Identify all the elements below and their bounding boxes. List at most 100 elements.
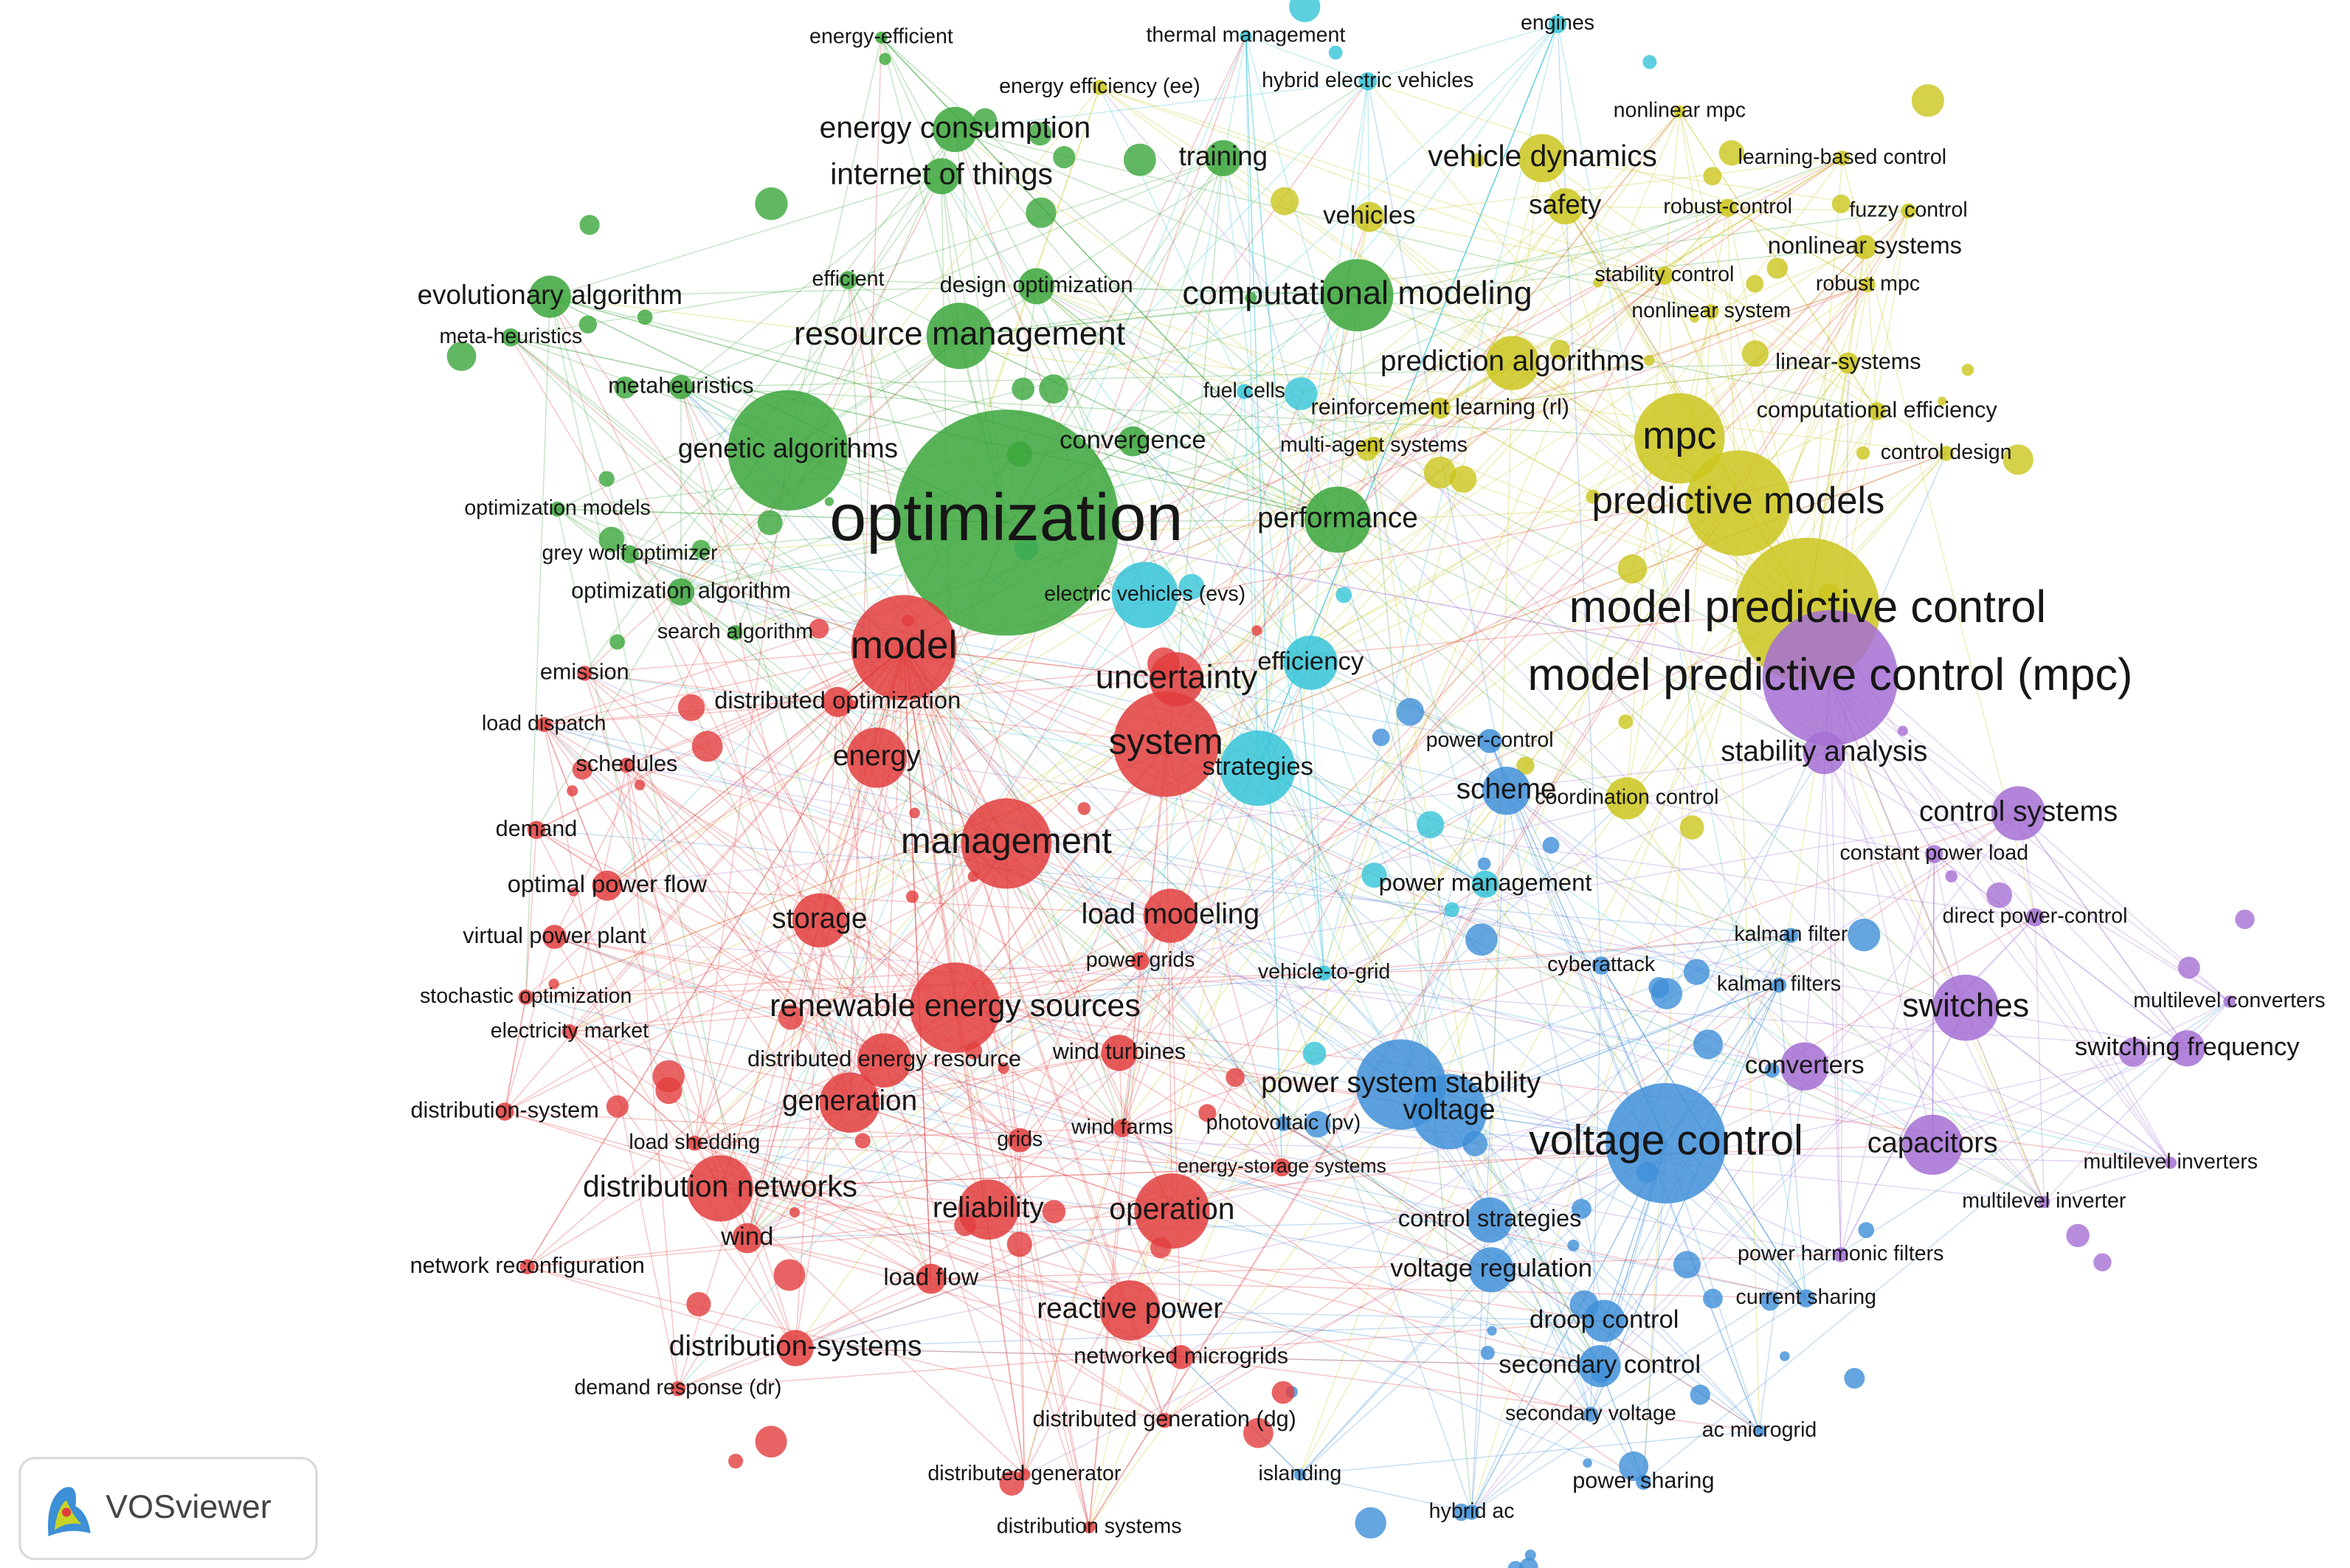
- minor-node: [686, 1291, 711, 1317]
- edge: [569, 843, 1007, 1032]
- edge: [1169, 915, 1283, 1168]
- edge: [510, 336, 1165, 1421]
- minor-node: [1690, 1384, 1710, 1405]
- node-label: operation: [1109, 1192, 1234, 1226]
- edge: [1471, 1414, 1592, 1513]
- edge: [848, 279, 1358, 296]
- edge: [877, 757, 2036, 918]
- edge: [1829, 677, 2188, 1049]
- edge: [1505, 790, 1605, 1322]
- edge: [1310, 284, 1868, 663]
- edge: [1164, 812, 2019, 1421]
- node-label: control strategies: [1398, 1204, 1582, 1232]
- node: [668, 375, 694, 399]
- node-label: power sharing: [1572, 1468, 1714, 1493]
- edge: [626, 764, 1020, 1141]
- node: [2038, 1195, 2050, 1209]
- edge: [680, 387, 1605, 1322]
- edge: [680, 176, 942, 388]
- edge: [626, 764, 679, 1389]
- edge: [606, 752, 1825, 886]
- edge: [543, 724, 1020, 1141]
- edge: [536, 829, 1123, 1129]
- edge: [1642, 1001, 2230, 1483]
- edge: [795, 111, 1680, 1349]
- minor-node: [1271, 187, 1299, 215]
- edge: [606, 207, 1729, 886]
- node-label: computational modeling: [1182, 274, 1532, 311]
- node: [1134, 1173, 1210, 1249]
- node-label: energy-efficient: [809, 25, 953, 49]
- node-label: mpc: [1642, 414, 1716, 457]
- edge: [2034, 917, 2045, 1202]
- minor-node: [1673, 1251, 1701, 1279]
- minor-node: [1897, 725, 1908, 736]
- edge: [1373, 284, 1868, 446]
- node: [1834, 151, 1850, 166]
- node-label: nonlinear systems: [1768, 231, 1962, 258]
- logo-box: [18, 1457, 318, 1561]
- node-label: voltage: [1403, 1094, 1496, 1126]
- edge: [1020, 1139, 2171, 1164]
- edge: [1245, 35, 1283, 1168]
- edge: [543, 724, 1933, 1146]
- edge: [1122, 812, 2019, 1129]
- node-label: robust mpc: [1816, 272, 1920, 295]
- minor-node: [609, 634, 626, 650]
- node: [1925, 845, 1943, 863]
- edge: [847, 280, 1090, 1528]
- edge: [1373, 206, 1566, 446]
- edge: [1829, 677, 1842, 1255]
- node-label: electricity market: [491, 1019, 649, 1043]
- node: [1149, 652, 1204, 707]
- node: [1703, 304, 1719, 320]
- edge: [903, 647, 932, 1279]
- node: [875, 31, 888, 44]
- minor-node: [606, 1095, 629, 1118]
- edge: [1324, 452, 1947, 974]
- edge: [849, 38, 882, 1103]
- minor-node: [1417, 811, 1445, 839]
- edge: [680, 386, 1680, 439]
- edge: [527, 1266, 796, 1349]
- edge: [1245, 35, 1325, 973]
- edge: [1804, 1066, 2171, 1164]
- edge: [1440, 362, 1849, 409]
- edge: [849, 1102, 1172, 1212]
- edge: [1019, 1140, 1026, 1475]
- node-label: control systems: [1919, 796, 2118, 828]
- node: [916, 1263, 947, 1294]
- edge: [883, 647, 905, 1061]
- edge: [747, 757, 878, 1239]
- edge: [543, 724, 679, 1389]
- edge: [1165, 744, 1283, 1168]
- node: [1018, 268, 1055, 305]
- node-label: genetic algorithms: [678, 433, 898, 463]
- edge: [954, 743, 1167, 1009]
- edge: [527, 647, 905, 1268]
- node: [1860, 277, 1876, 293]
- minor-node: [854, 1133, 871, 1149]
- edge: [1176, 407, 1441, 680]
- edge: [626, 764, 721, 1189]
- node: [1316, 965, 1332, 981]
- node: [857, 1033, 912, 1088]
- edge: [1181, 812, 2019, 1358]
- edge: [554, 936, 1123, 1129]
- logo: VOSviewer: [18, 1457, 318, 1561]
- node-label: internet of things: [830, 157, 1053, 191]
- edge: [1323, 24, 1558, 973]
- node-label: linear-systems: [1775, 349, 1921, 374]
- edge: [1299, 1269, 1492, 1475]
- minor-node: [598, 526, 625, 553]
- node: [1411, 1074, 1487, 1150]
- edge: [1367, 81, 1370, 217]
- node-label: constant power load: [1839, 841, 2028, 865]
- edge: [527, 275, 1665, 1268]
- edge: [1133, 362, 1849, 442]
- edge: [1165, 206, 1566, 745]
- node: [932, 106, 978, 153]
- minor-node: [1251, 625, 1262, 636]
- edge: [1140, 812, 2019, 962]
- edge: [504, 997, 527, 1112]
